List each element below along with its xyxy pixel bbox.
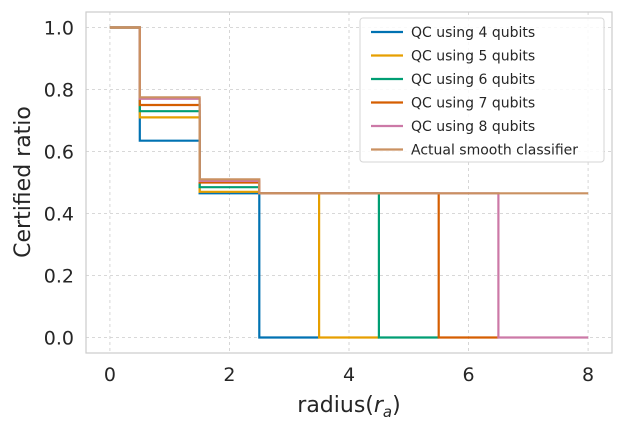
legend-label: Actual smooth classifier [411, 143, 578, 159]
x-tick-label: 6 [462, 364, 474, 386]
y-tick-label: 0.2 [44, 266, 74, 288]
legend-label: QC using 4 qubits [411, 25, 535, 41]
legend-frame [359, 17, 605, 163]
x-tick-label: 2 [223, 364, 235, 386]
x-tick-label: 0 [104, 364, 116, 386]
x-tick-label: 8 [582, 364, 594, 386]
legend-label: QC using 8 qubits [411, 119, 535, 135]
x-axis-label: radius(ra) [297, 393, 400, 421]
legend-label: QC using 5 qubits [411, 49, 535, 65]
y-tick-label: 0.8 [44, 80, 74, 102]
series-line [109, 26, 589, 195]
y-tick-label: 0.6 [44, 142, 74, 164]
tick-labels: 0 2 4 6 8 0.0 0.2 0.4 0.6 0.8 1.0 [44, 18, 594, 387]
legend-label: QC using 6 qubits [411, 72, 535, 88]
y-tick-label: 1.0 [44, 18, 74, 40]
y-axis-label: Certified ratio [11, 106, 36, 258]
y-tick-label: 0.4 [44, 204, 74, 226]
legend-label: QC using 7 qubits [411, 96, 535, 112]
y-tick-label: 0.0 [44, 328, 74, 350]
x-tick-label: 4 [343, 364, 355, 386]
series-lines [109, 26, 589, 339]
legend: QC using 4 qubits QC using 5 qubits QC usi… [359, 17, 605, 163]
